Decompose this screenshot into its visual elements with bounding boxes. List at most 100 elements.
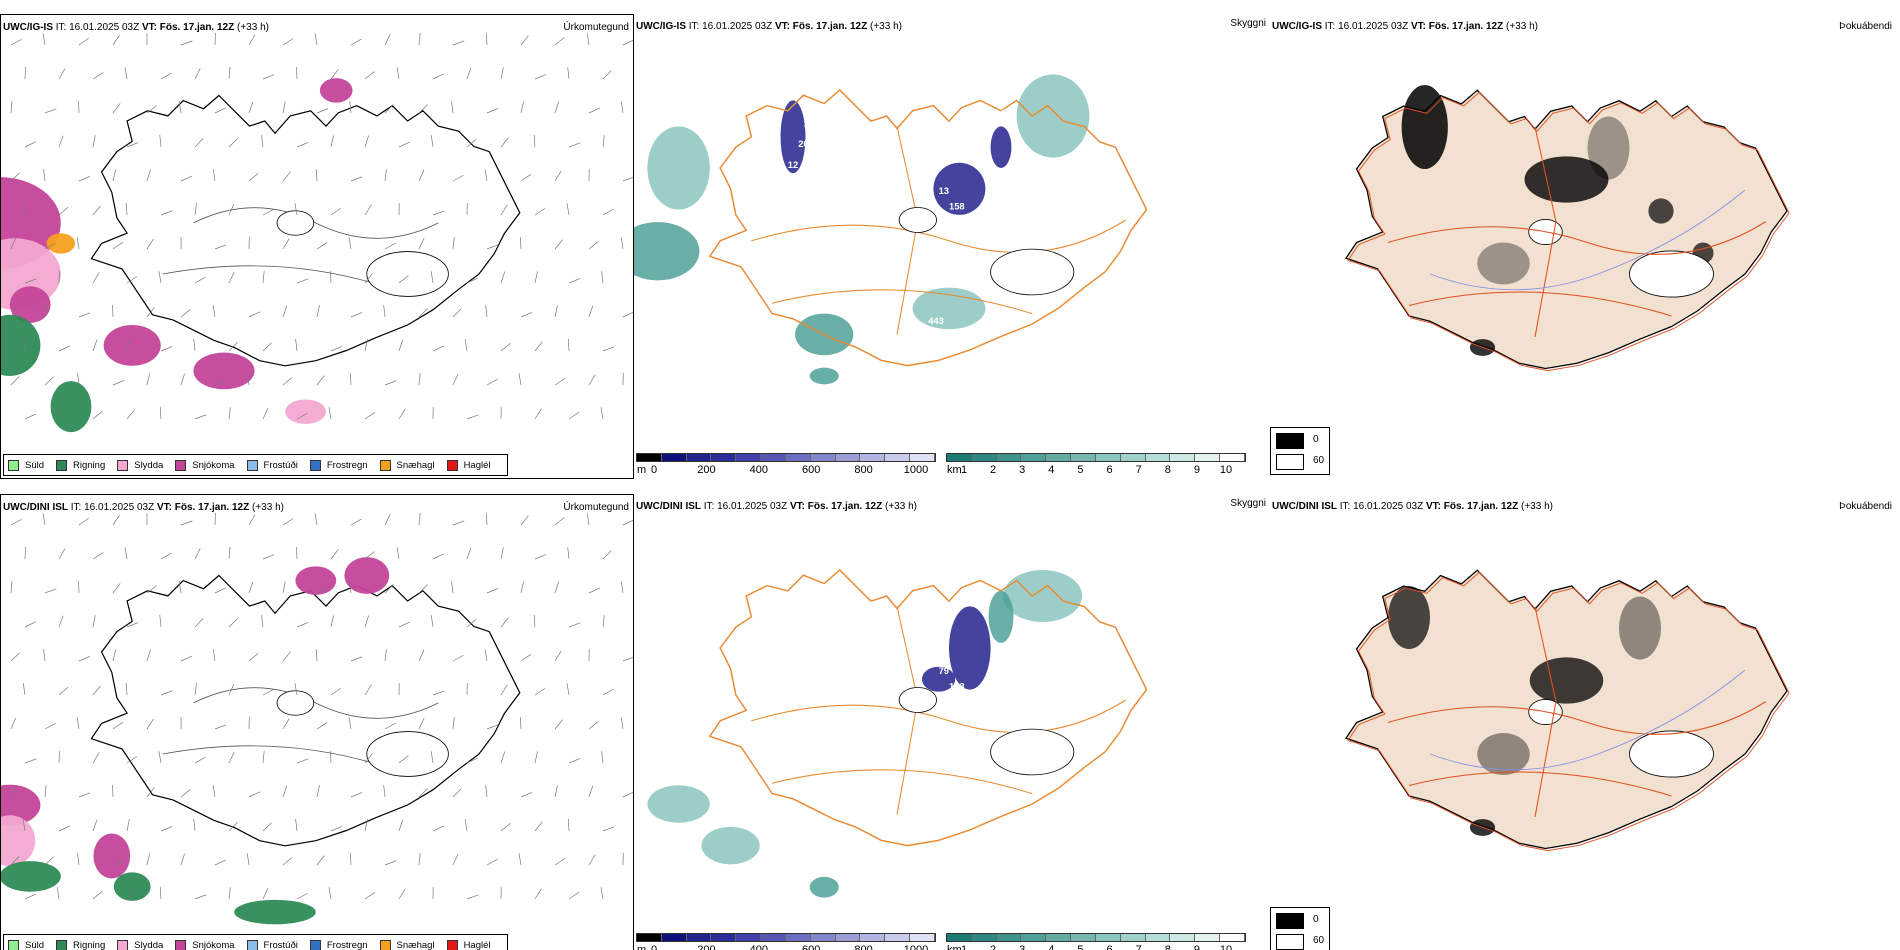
colorbar-segment bbox=[1170, 454, 1196, 461]
colorbar-tick-label: 8 bbox=[1164, 944, 1171, 950]
wind-barb bbox=[554, 517, 565, 526]
wind-barb bbox=[262, 74, 275, 80]
precip-area bbox=[285, 399, 326, 424]
colorbar-tick-label: 7 bbox=[1135, 464, 1142, 476]
wind-barb bbox=[77, 373, 80, 386]
wind-barb bbox=[42, 513, 46, 526]
wind-barb bbox=[418, 717, 425, 730]
wind-barb bbox=[566, 683, 570, 696]
colorbar-tick-label: 2 bbox=[990, 464, 997, 476]
wind-barb bbox=[452, 308, 462, 318]
colorbar-unit: km bbox=[947, 944, 962, 950]
wind-barb bbox=[228, 342, 238, 352]
wind-barb bbox=[112, 169, 117, 182]
colorbar-segment bbox=[996, 934, 1022, 941]
wind-barb bbox=[78, 37, 90, 46]
wind-barb bbox=[228, 822, 238, 832]
wind-barb bbox=[248, 173, 259, 182]
wind-barb bbox=[316, 855, 325, 866]
wind-barb bbox=[568, 338, 570, 352]
glacier bbox=[366, 251, 449, 297]
wind-barb bbox=[146, 787, 155, 798]
cloud-area bbox=[701, 826, 760, 865]
ceiling-value-label: 443 bbox=[928, 316, 944, 326]
legend-label: Frostregn bbox=[326, 459, 368, 471]
wind-barb bbox=[58, 615, 64, 628]
colorbar-tick-label: 6 bbox=[1106, 944, 1113, 950]
colorbar-segment bbox=[971, 454, 997, 461]
colorbar-tick-label: 5 bbox=[1077, 944, 1084, 950]
wind-barb bbox=[146, 307, 155, 318]
wind-barb bbox=[22, 203, 26, 216]
wind-barb bbox=[43, 649, 46, 662]
wind-barb bbox=[534, 408, 542, 420]
wind-barb bbox=[212, 169, 216, 182]
colorbar-tick-label: 1 bbox=[960, 464, 968, 476]
wind-barb bbox=[554, 170, 562, 182]
wind-barb bbox=[146, 105, 157, 114]
wind-barb bbox=[262, 887, 269, 900]
cloud-area bbox=[1016, 74, 1090, 158]
wind-barb bbox=[520, 792, 533, 798]
wind-barb bbox=[554, 239, 563, 250]
ceiling-value-label: 17 bbox=[803, 598, 813, 608]
wind-barb bbox=[214, 587, 226, 594]
colorbar-tick-label: 800 bbox=[854, 944, 873, 950]
wind-barb bbox=[92, 339, 98, 352]
wind-barb bbox=[112, 784, 114, 798]
wind-barb bbox=[315, 169, 318, 182]
wind-barb bbox=[384, 722, 396, 730]
wind-barb bbox=[10, 306, 17, 318]
wind-barb bbox=[350, 38, 362, 46]
wind-barb bbox=[622, 176, 633, 182]
colorbar-segment bbox=[810, 934, 836, 941]
colorbar-segment bbox=[910, 454, 935, 461]
wind-barb bbox=[384, 860, 397, 866]
wind-barb bbox=[533, 134, 536, 148]
wind-barb bbox=[349, 581, 352, 594]
wind-barb bbox=[384, 242, 396, 250]
wind-barb bbox=[214, 244, 227, 250]
wind-barb bbox=[228, 752, 235, 764]
legend-swatch bbox=[175, 459, 187, 471]
wind-barb bbox=[58, 345, 70, 352]
iceland-map bbox=[1345, 85, 1790, 372]
precip-type-panel: UWC/IG-IS IT: 16.01.2025 03Z VT: Fös. 17… bbox=[0, 14, 634, 479]
wind-barb bbox=[282, 857, 293, 866]
legend-label: Snjókoma bbox=[192, 459, 235, 471]
wind-barb bbox=[466, 894, 479, 900]
wind-barb bbox=[383, 785, 386, 798]
ceiling-value-label: 12 bbox=[788, 160, 798, 170]
panel-header: UWC/IG-IS IT: 16.01.2025 03Z VT: Fös. 17… bbox=[3, 22, 269, 33]
wind-barb bbox=[432, 210, 445, 216]
wind-barb bbox=[534, 74, 547, 80]
legend-item: Slydda bbox=[117, 939, 163, 950]
precip-area bbox=[1, 314, 41, 376]
wind-barb bbox=[316, 242, 328, 250]
colorbar-segment bbox=[947, 934, 972, 941]
init-time: 16.01.2025 03Z bbox=[717, 501, 788, 512]
wind-barb bbox=[432, 345, 445, 352]
wind-barb bbox=[398, 621, 411, 628]
model-name: UWC/DINI ISL bbox=[3, 502, 68, 513]
legend-label: Rigning bbox=[73, 459, 106, 471]
wind-barb bbox=[92, 72, 104, 80]
cloud-area bbox=[1003, 570, 1083, 622]
wind-barb bbox=[466, 277, 479, 284]
panel-title: Úrkomutegund bbox=[563, 22, 629, 33]
wind-barb bbox=[282, 377, 293, 386]
model-name: UWC/DINI ISL bbox=[1272, 501, 1337, 512]
wind-barb bbox=[282, 651, 291, 662]
precip-legend: Súld Rigning Slydda Snjókoma Frostúði Frostre… bbox=[3, 454, 508, 476]
ceiling-value-label: 11 bbox=[803, 118, 813, 128]
colorbar-tick-label: 200 bbox=[697, 464, 716, 476]
wind-barb bbox=[92, 891, 103, 900]
wind-barb bbox=[180, 520, 193, 526]
wind-barb bbox=[160, 72, 172, 80]
wind-barb bbox=[92, 819, 98, 832]
colorbar-segment bbox=[686, 934, 712, 941]
wind-barb bbox=[262, 342, 272, 352]
wind-barb bbox=[316, 108, 329, 114]
legend-swatch bbox=[309, 939, 321, 950]
precip-area bbox=[9, 286, 51, 323]
